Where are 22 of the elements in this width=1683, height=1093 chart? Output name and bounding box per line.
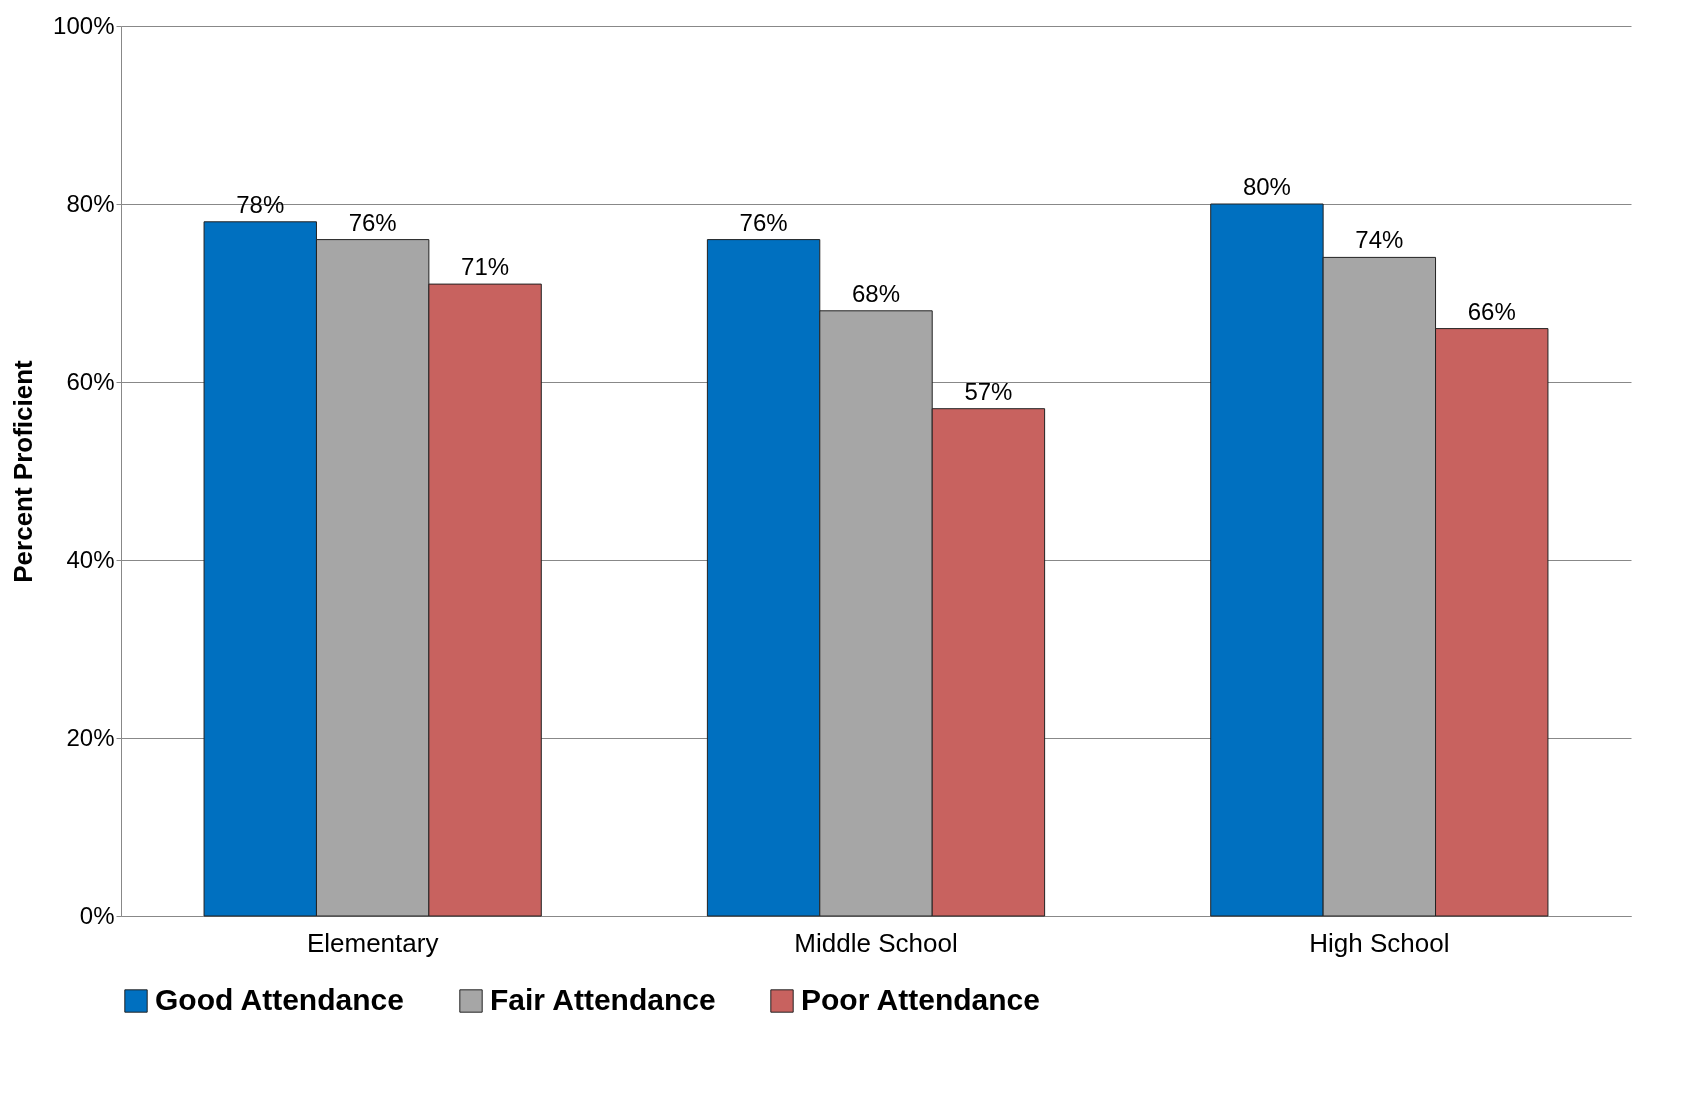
y-tick-label: 80% <box>66 189 115 217</box>
data-label: 76% <box>739 208 788 236</box>
x-tick-label: Middle School <box>794 927 958 958</box>
data-label: 74% <box>1355 226 1404 254</box>
legend-label: Poor Attendance <box>801 983 1040 1016</box>
data-label: 80% <box>1242 173 1291 200</box>
data-label: 76% <box>348 208 397 236</box>
y-tick-label: 60% <box>66 367 115 395</box>
x-tick-label: High School <box>1309 927 1450 958</box>
data-label: 71% <box>461 253 510 281</box>
data-label: 68% <box>851 279 901 307</box>
data-label: 57% <box>964 377 1013 405</box>
x-tick-label: Elementary <box>306 927 439 958</box>
data-label: 66% <box>1467 297 1516 325</box>
y-axis-title: Percent Proficient <box>8 359 39 583</box>
legend-label: Good Attendance <box>155 983 404 1016</box>
y-tick-label: 20% <box>66 723 115 751</box>
y-tick-label: 100% <box>53 11 115 39</box>
legend-label: Fair Attendance <box>490 983 716 1016</box>
y-tick-label: 40% <box>66 545 115 573</box>
y-tick-label: 0% <box>79 901 115 929</box>
data-label: 78% <box>236 190 285 218</box>
